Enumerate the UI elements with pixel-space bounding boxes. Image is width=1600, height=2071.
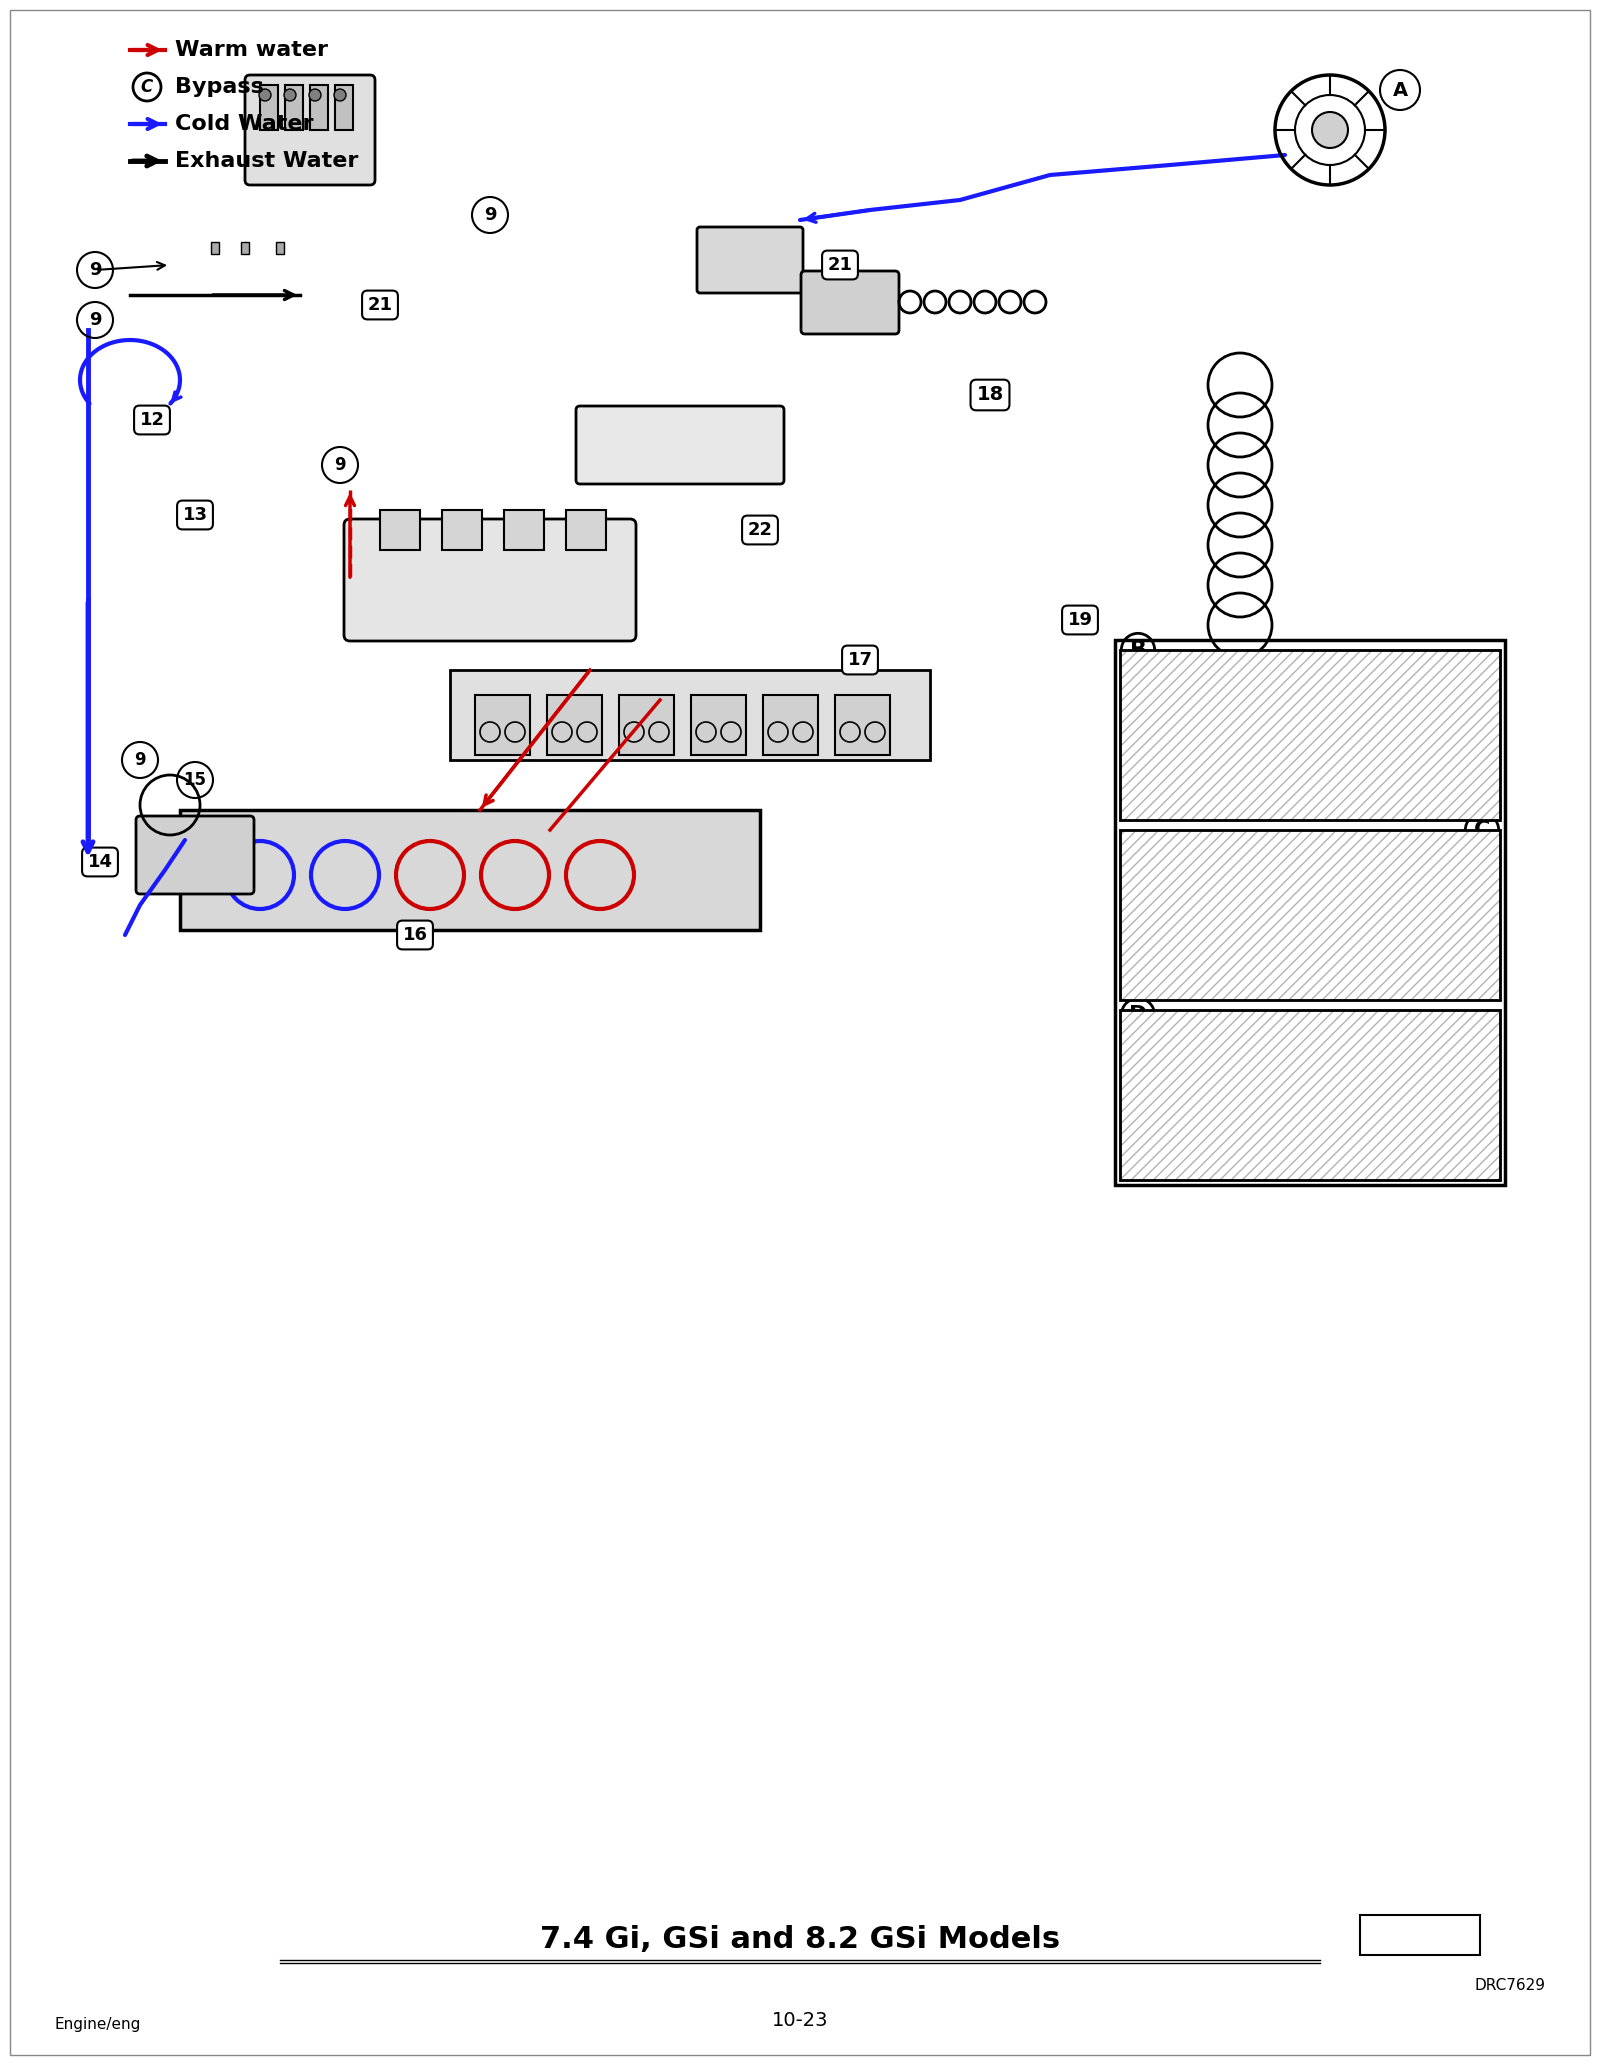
Text: C: C xyxy=(141,79,154,95)
FancyBboxPatch shape xyxy=(802,271,899,333)
FancyBboxPatch shape xyxy=(245,75,374,184)
Text: 21: 21 xyxy=(827,257,853,273)
Bar xyxy=(179,810,760,930)
Text: 15: 15 xyxy=(184,770,206,789)
Text: A: A xyxy=(1392,81,1408,99)
Text: 7.4 Gi, GSi and 8.2 GSi Models: 7.4 Gi, GSi and 8.2 GSi Models xyxy=(539,1926,1061,1955)
Text: Exhaust Water: Exhaust Water xyxy=(174,151,358,172)
Text: Warm water: Warm water xyxy=(174,39,328,60)
Bar xyxy=(1120,830,1501,1000)
Text: 9: 9 xyxy=(483,205,496,224)
Text: 9: 9 xyxy=(334,456,346,474)
Text: 13: 13 xyxy=(182,505,208,524)
Bar xyxy=(1120,830,1501,1000)
Bar xyxy=(1115,640,1506,1185)
Text: B: B xyxy=(1130,640,1147,661)
Bar xyxy=(835,696,890,756)
Text: Bypass: Bypass xyxy=(174,77,264,97)
Bar xyxy=(277,242,285,255)
Bar xyxy=(566,509,606,551)
Text: 22: 22 xyxy=(747,522,773,538)
FancyBboxPatch shape xyxy=(136,816,254,895)
Bar xyxy=(442,509,482,551)
Bar xyxy=(381,509,419,551)
Bar xyxy=(1120,650,1501,820)
Bar xyxy=(334,85,354,130)
Text: Engine/eng: Engine/eng xyxy=(54,2017,141,2032)
Text: 21: 21 xyxy=(368,296,392,315)
Circle shape xyxy=(259,89,270,101)
FancyBboxPatch shape xyxy=(576,406,784,485)
Bar xyxy=(211,242,219,255)
Text: 16: 16 xyxy=(403,926,427,944)
Circle shape xyxy=(334,89,346,101)
Bar xyxy=(1120,650,1501,820)
Bar xyxy=(1120,1011,1501,1180)
Text: 9: 9 xyxy=(134,752,146,768)
Circle shape xyxy=(285,89,296,101)
Text: C: C xyxy=(1474,820,1490,841)
FancyBboxPatch shape xyxy=(344,520,637,642)
Text: 17: 17 xyxy=(848,650,872,669)
Bar xyxy=(619,696,674,756)
Text: 9: 9 xyxy=(88,311,101,329)
Text: D: D xyxy=(1130,1004,1147,1025)
Circle shape xyxy=(1312,112,1347,147)
Text: 10-23: 10-23 xyxy=(771,2011,829,2030)
Bar xyxy=(504,509,544,551)
Text: 18: 18 xyxy=(976,385,1003,404)
Text: 14: 14 xyxy=(88,853,112,872)
Bar xyxy=(1120,1011,1501,1180)
Bar xyxy=(691,696,746,756)
Text: 9: 9 xyxy=(88,261,101,280)
Text: GR 7 3 3: GR 7 3 3 xyxy=(1370,988,1430,1002)
Text: DRC7629: DRC7629 xyxy=(1474,1978,1546,1992)
Bar xyxy=(1360,1916,1480,1955)
Text: 19: 19 xyxy=(1067,611,1093,630)
Bar xyxy=(259,85,278,130)
Text: 12: 12 xyxy=(139,410,165,429)
Bar xyxy=(475,696,530,756)
Bar xyxy=(547,696,602,756)
Bar xyxy=(285,85,302,130)
Circle shape xyxy=(309,89,322,101)
Bar xyxy=(450,671,930,760)
FancyBboxPatch shape xyxy=(698,228,803,292)
Bar xyxy=(242,242,250,255)
Bar xyxy=(310,85,328,130)
Bar xyxy=(763,696,818,756)
Text: Cold Water: Cold Water xyxy=(174,114,314,135)
